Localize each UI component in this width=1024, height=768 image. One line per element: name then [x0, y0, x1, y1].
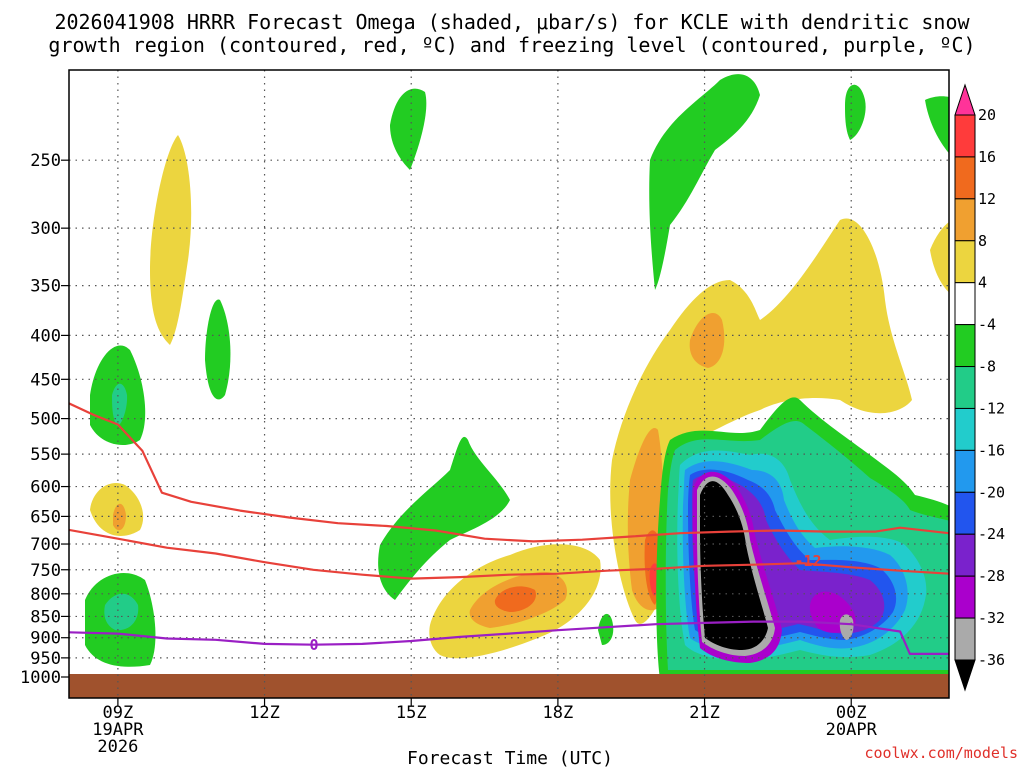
series-line	[69, 620, 949, 656]
y-tick-label: 950	[30, 649, 61, 669]
y-tick-label: 700	[30, 535, 61, 555]
omega-cell	[378, 436, 510, 600]
colorbar-cell	[954, 282, 976, 326]
omega-cell	[925, 96, 949, 154]
colorbar-label: -24	[978, 525, 1005, 543]
omega-cell	[205, 299, 231, 400]
omega-cell	[930, 222, 949, 293]
colorbar-label: -8	[978, 358, 996, 376]
x-tick-label: 18Z	[543, 703, 574, 723]
colorbar-label: -32	[978, 609, 1005, 627]
colorbar-cell	[954, 575, 976, 619]
omega-cell	[839, 614, 854, 640]
y-tick-label: 550	[30, 445, 61, 465]
omega-cell	[390, 88, 427, 170]
colorbar-label: -12	[978, 399, 1005, 417]
series-line	[69, 528, 949, 580]
colorbar-label: -16	[978, 441, 1005, 459]
omega-cell	[610, 218, 912, 624]
y-tick-label: 300	[30, 219, 61, 239]
y-tick-label: 650	[30, 507, 61, 527]
x-tick-label: 21Z	[689, 703, 720, 723]
omega-cell	[112, 383, 128, 426]
y-tick-label: 1000	[20, 668, 61, 688]
colorbar-label: -20	[978, 483, 1005, 501]
colorbar-cell	[954, 198, 976, 242]
x-tick-year: 2026	[97, 737, 138, 757]
plot-frame	[68, 69, 950, 699]
colorbar-cell	[954, 240, 976, 284]
colorbar-cell	[954, 83, 976, 116]
grid-lines	[69, 70, 949, 698]
omega-cell	[150, 135, 192, 345]
colorbar-cell	[954, 491, 976, 535]
x-tick-label: 15Z	[396, 703, 427, 723]
omega-cell	[845, 84, 866, 140]
series-line	[69, 402, 949, 543]
omega-cell	[649, 74, 760, 290]
y-tick-label: 900	[30, 629, 61, 649]
omega-cell	[689, 312, 725, 368]
x-tick-label: 00Z	[836, 703, 867, 723]
colorbar-label: -4	[978, 316, 996, 334]
colorbar-cell	[954, 156, 976, 200]
contour-lines	[69, 402, 949, 656]
colorbar-cell	[954, 407, 976, 451]
x-axis-label: Forecast Time (UTC)	[407, 748, 613, 768]
colorbar-label: 16	[978, 148, 996, 166]
omega-cell	[104, 593, 139, 631]
colorbar-cell	[954, 617, 976, 661]
colorbar-label: 8	[978, 232, 987, 250]
colorbar-label: -36	[978, 651, 1005, 669]
y-tick-label: 500	[30, 410, 61, 430]
y-tick-label: 450	[30, 370, 61, 390]
colorbar-cell	[954, 114, 976, 158]
x-tick-label: 09Z	[103, 703, 134, 723]
y-tick-label: 400	[30, 326, 61, 346]
chart-subtitle: growth region (contoured, red, ºC) and f…	[48, 33, 975, 57]
colorbar-cell	[954, 366, 976, 409]
terrain-strip	[69, 674, 949, 698]
contour-label-freezing: 0	[309, 636, 318, 654]
contour-label-dendritic: -12	[794, 552, 821, 570]
y-tick-label: 850	[30, 607, 61, 627]
colorbar-cell	[954, 449, 976, 493]
omega-cell	[113, 503, 126, 531]
y-tick-label: 350	[30, 277, 61, 297]
colorbar-label: 20	[978, 106, 996, 124]
colorbar-cell	[954, 533, 976, 577]
colorbar-cell	[954, 324, 976, 368]
chart-title: 2026041908 HRRR Forecast Omega (shaded, …	[54, 10, 970, 34]
x-tick-date: 19APR	[92, 720, 144, 740]
colorbar-label: -28	[978, 567, 1005, 585]
y-tick-label: 800	[30, 585, 61, 605]
colorbar: 20 16 12 8 4 -4 -8 -12 -16 -20 -24 -28 -32 -36	[954, 83, 1005, 692]
y-tick-label: 750	[30, 561, 61, 581]
omega-cell	[494, 586, 536, 612]
colorbar-label: 4	[978, 274, 987, 292]
y-tick-label: 250	[30, 151, 61, 171]
y-tick-label: 600	[30, 478, 61, 498]
x-tick-label: 12Z	[249, 703, 280, 723]
x-tick-date: 20APR	[826, 720, 878, 740]
colorbar-cell	[954, 659, 976, 692]
colorbar-label: 12	[978, 190, 996, 208]
credit-text: coolwx.com/models	[864, 744, 1018, 762]
y-axis: 2503003504004505005506006507007508008509…	[20, 151, 69, 688]
